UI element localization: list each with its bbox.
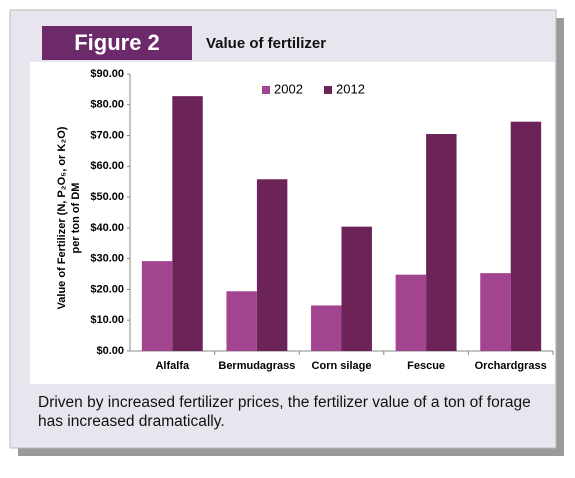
x-tick-label: Alfalfa	[155, 360, 190, 372]
bar	[311, 305, 342, 351]
chart-area	[30, 62, 555, 384]
y-tick-label: $10.00	[90, 314, 124, 326]
bar	[226, 291, 257, 351]
y-tick-label: $0.00	[96, 345, 124, 357]
y-tick-label: $40.00	[90, 222, 124, 234]
y-axis-label: per ton of DM	[70, 183, 82, 254]
bar	[141, 261, 173, 351]
chart-title: Value of fertilizer	[206, 35, 326, 52]
x-tick-label: Corn silage	[312, 360, 372, 372]
legend-swatch	[324, 86, 332, 94]
bar	[395, 274, 427, 351]
figure-label: Figure 2	[74, 30, 160, 55]
y-tick-label: $80.00	[90, 99, 124, 111]
figure-tab	[42, 26, 192, 60]
legend-swatch	[262, 86, 270, 94]
x-tick-label: Orchardgrass	[475, 360, 547, 372]
bar	[426, 134, 457, 351]
x-tick-label: Fescue	[407, 360, 445, 372]
y-tick-label: $50.00	[90, 191, 124, 203]
legend-label: 2002	[274, 81, 303, 96]
y-tick-label: $90.00	[90, 68, 124, 80]
bar	[480, 273, 511, 351]
y-tick-label: $20.00	[90, 283, 124, 295]
y-tick-label: $60.00	[90, 160, 124, 172]
bar	[256, 179, 288, 351]
y-axis-label: Value of Fertilizer (N, P₂O₅, or K₂O)	[56, 126, 68, 309]
bar	[341, 226, 372, 351]
bar	[172, 96, 203, 351]
bar	[510, 121, 542, 351]
y-tick-label: $70.00	[90, 129, 124, 141]
y-tick-label: $30.00	[90, 253, 124, 265]
caption: Driven by increased fertilizer prices, t…	[38, 394, 531, 430]
x-tick-label: Bermudagrass	[218, 360, 295, 372]
legend-label: 2012	[336, 81, 365, 96]
